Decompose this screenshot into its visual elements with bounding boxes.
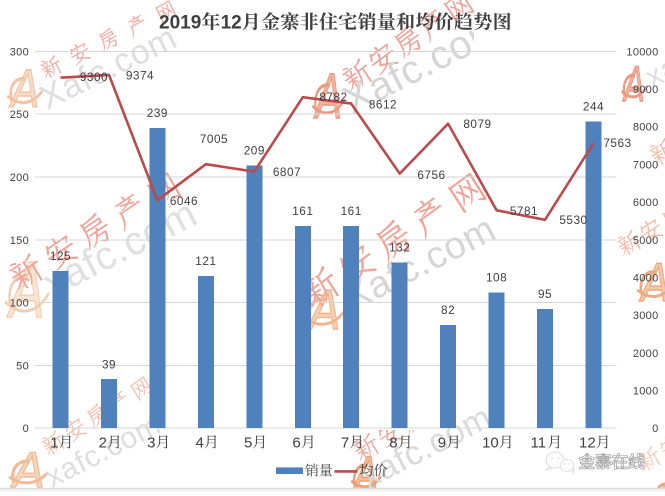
svg-text:50: 50: [16, 360, 29, 372]
svg-text:5: 5: [244, 434, 252, 451]
svg-text:108: 108: [486, 271, 507, 285]
svg-text:200: 200: [10, 172, 29, 184]
svg-text:8612: 8612: [369, 98, 397, 112]
svg-text:239: 239: [147, 106, 168, 120]
svg-text:95: 95: [538, 287, 552, 301]
svg-text:11: 11: [531, 434, 547, 451]
svg-text:9: 9: [438, 434, 446, 451]
svg-text:9374: 9374: [126, 69, 154, 83]
svg-text:10000: 10000: [626, 46, 658, 58]
svg-text:2000: 2000: [633, 348, 659, 360]
svg-text:132: 132: [389, 240, 410, 254]
svg-text:0: 0: [23, 423, 29, 435]
svg-text:161: 161: [341, 204, 362, 218]
svg-text:209: 209: [244, 144, 265, 158]
svg-text:6000: 6000: [633, 197, 659, 209]
svg-text:8: 8: [389, 434, 397, 451]
svg-text:2: 2: [99, 434, 107, 451]
svg-text:3: 3: [147, 434, 155, 451]
svg-text:0: 0: [652, 423, 658, 435]
svg-text:8079: 8079: [463, 117, 491, 131]
svg-text:7: 7: [341, 434, 349, 451]
svg-text:8000: 8000: [633, 122, 659, 134]
svg-text:150: 150: [10, 235, 29, 247]
svg-text:6756: 6756: [417, 168, 445, 182]
svg-text:5000: 5000: [633, 235, 659, 247]
svg-text:9000: 9000: [633, 84, 659, 96]
svg-text:6046: 6046: [170, 194, 198, 208]
svg-text:161: 161: [292, 204, 313, 218]
svg-text:244: 244: [583, 100, 604, 114]
svg-text:3000: 3000: [633, 310, 659, 322]
svg-text:5530: 5530: [559, 213, 587, 227]
svg-text:250: 250: [10, 109, 29, 121]
svg-text:1: 1: [50, 434, 58, 451]
svg-text:6807: 6807: [273, 165, 301, 179]
svg-text:A: A: [639, 252, 665, 313]
svg-text:125: 125: [50, 249, 71, 263]
svg-text:A: A: [6, 246, 44, 335]
svg-text:12: 12: [221, 13, 242, 34]
svg-text:7563: 7563: [603, 136, 631, 150]
svg-text:8782: 8782: [319, 90, 347, 104]
svg-text:4: 4: [196, 434, 204, 451]
svg-text:A: A: [9, 59, 40, 119]
svg-text:5781: 5781: [510, 204, 538, 218]
svg-text:121: 121: [195, 254, 216, 268]
svg-text:300: 300: [10, 46, 29, 58]
svg-text:10: 10: [482, 434, 499, 451]
svg-text:12: 12: [579, 434, 596, 451]
svg-text:7005: 7005: [200, 132, 228, 146]
svg-text:100: 100: [10, 298, 29, 310]
svg-text:A: A: [655, 468, 665, 491]
svg-text:6: 6: [292, 434, 300, 451]
svg-text:82: 82: [441, 303, 455, 317]
svg-text:39: 39: [102, 357, 116, 371]
svg-text:2019: 2019: [159, 13, 201, 34]
svg-text:4000: 4000: [633, 272, 659, 284]
svg-text:7000: 7000: [633, 159, 659, 171]
svg-text:1000: 1000: [633, 386, 659, 398]
svg-text:9300: 9300: [80, 70, 108, 84]
svg-text:A: A: [313, 62, 342, 133]
svg-text:A: A: [622, 55, 645, 111]
